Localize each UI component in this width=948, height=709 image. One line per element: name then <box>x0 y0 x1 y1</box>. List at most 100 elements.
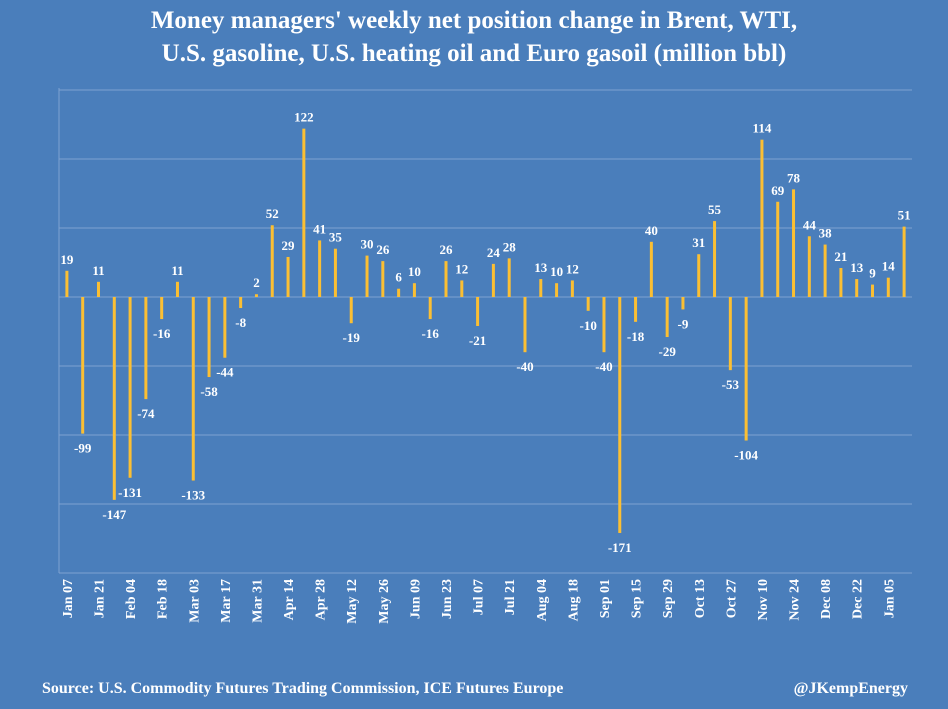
x-tick-label: Sep 01 <box>598 579 613 618</box>
data-label: 122 <box>294 110 314 125</box>
x-tick-label: May 12 <box>345 579 360 624</box>
data-label: 35 <box>329 230 343 245</box>
bar <box>855 279 859 297</box>
x-tick-label: Sep 29 <box>661 579 676 618</box>
bar <box>349 297 353 324</box>
data-label: 78 <box>787 170 801 185</box>
data-label: -16 <box>153 326 171 341</box>
x-tick-label: Feb 18 <box>156 579 171 619</box>
bar <box>634 297 638 322</box>
data-label: 29 <box>282 238 296 253</box>
data-label: -16 <box>422 326 440 341</box>
data-label: -99 <box>74 441 92 456</box>
data-label: -8 <box>235 315 246 330</box>
bar <box>681 297 685 310</box>
data-label: 12 <box>455 261 468 276</box>
bar <box>713 221 717 297</box>
data-label: -133 <box>181 488 205 503</box>
x-tick-label: Aug 04 <box>535 579 550 621</box>
bar <box>223 297 227 358</box>
bar <box>412 283 416 297</box>
data-label: -74 <box>137 406 155 421</box>
x-tick-label: Feb 04 <box>124 579 139 619</box>
bar <box>570 280 574 297</box>
data-label: -147 <box>102 507 126 522</box>
x-tick-label: May 26 <box>377 579 392 624</box>
data-label: 10 <box>550 264 563 279</box>
data-label: 40 <box>645 223 658 238</box>
bar <box>160 297 164 320</box>
x-tick-label: Jan 05 <box>882 579 897 618</box>
x-tick-label: Jan 21 <box>92 579 107 618</box>
bar <box>555 283 559 297</box>
data-label: 11 <box>92 263 104 278</box>
data-label: -44 <box>216 365 234 380</box>
data-label: -29 <box>658 344 676 359</box>
bar <box>191 297 195 481</box>
bar <box>839 268 843 297</box>
x-tick-label: Jan 07 <box>61 579 76 618</box>
bar <box>239 297 243 309</box>
x-tick-label: Aug 18 <box>566 579 581 621</box>
bar <box>318 240 322 297</box>
data-label: 69 <box>771 183 785 198</box>
x-tick-label: Sep 15 <box>630 579 645 618</box>
bars <box>65 128 906 533</box>
bar <box>207 297 211 378</box>
data-label: 19 <box>60 252 74 267</box>
bar <box>823 244 827 297</box>
x-tick-label: Mar 31 <box>250 579 265 623</box>
bar <box>144 297 148 400</box>
bar <box>381 261 385 297</box>
bar <box>539 279 543 297</box>
source-note: Source: U.S. Commodity Futures Trading C… <box>42 680 564 697</box>
data-label: 10 <box>408 264 421 279</box>
bar <box>444 261 448 297</box>
data-label: 12 <box>566 261 579 276</box>
data-label: -58 <box>200 384 218 399</box>
x-tick-label: Mar 17 <box>219 579 234 623</box>
data-label: 41 <box>313 221 326 236</box>
x-tick-label: Apr 28 <box>314 579 329 620</box>
data-label: -18 <box>627 329 645 344</box>
x-tick-label: Oct 13 <box>693 579 708 618</box>
x-tick-label: Dec 08 <box>819 579 834 619</box>
bar <box>128 297 132 478</box>
x-tick-label: Apr 14 <box>282 579 297 620</box>
data-label: -131 <box>118 485 142 500</box>
bar <box>602 297 606 353</box>
gridlines <box>58 88 912 574</box>
data-label: 30 <box>361 237 374 252</box>
x-tick-label: Jul 07 <box>472 579 487 615</box>
bar <box>65 270 69 297</box>
x-tick-label: Jun 09 <box>408 579 423 619</box>
data-label: -171 <box>608 540 632 555</box>
data-label: -40 <box>595 359 612 374</box>
bar <box>270 225 274 297</box>
bar <box>744 297 748 441</box>
bar <box>175 281 179 297</box>
data-label: 13 <box>534 260 548 275</box>
bar <box>886 277 890 297</box>
data-label: -9 <box>678 316 689 331</box>
bar <box>507 258 511 297</box>
bar <box>365 255 369 297</box>
x-tick-labels: Jan 07 Jan 21 Feb 04 Feb 18 Mar 03 Mar 17 Mar … <box>61 579 897 624</box>
bar <box>96 281 100 297</box>
bar <box>254 294 258 297</box>
data-label: -40 <box>516 359 533 374</box>
data-label: -10 <box>580 318 597 333</box>
data-label: 6 <box>395 270 402 285</box>
bar <box>760 139 764 297</box>
data-label: 11 <box>171 263 183 278</box>
bar <box>81 297 85 434</box>
data-label: 26 <box>440 242 454 257</box>
data-label: 38 <box>819 226 833 241</box>
x-tick-label: Jun 23 <box>440 579 455 619</box>
bar <box>397 288 401 297</box>
bar <box>871 284 875 297</box>
bar <box>618 297 622 533</box>
data-label: -21 <box>469 333 486 348</box>
bar <box>728 297 732 371</box>
